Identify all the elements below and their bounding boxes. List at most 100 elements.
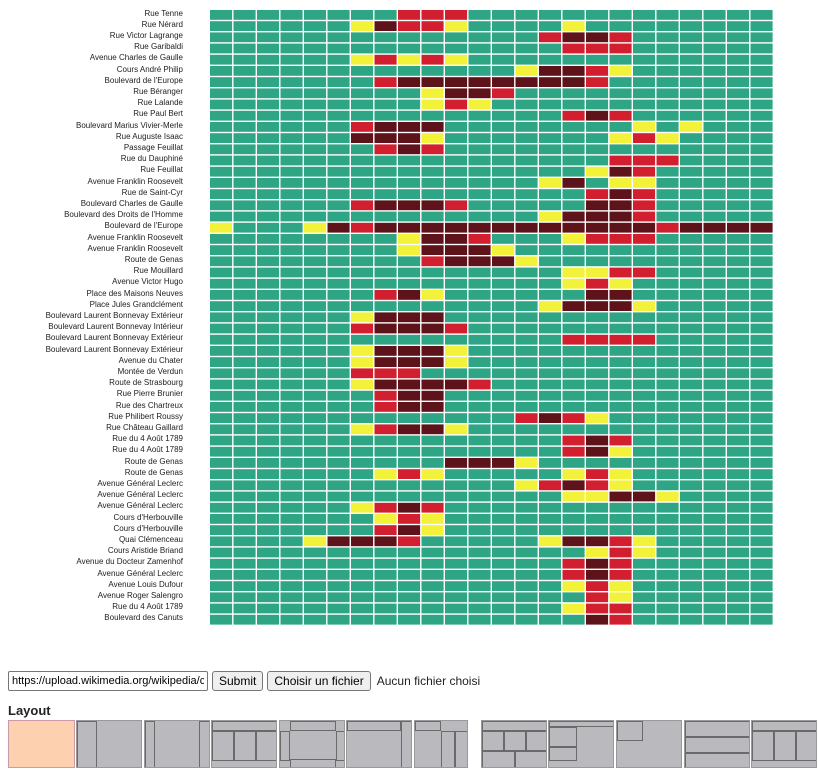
- heatmap-cell: [351, 122, 374, 132]
- heatmap-cell: [210, 10, 233, 20]
- heatmap-cell: [562, 413, 585, 423]
- heatmap-cell: [304, 536, 327, 547]
- heatmap-cell: [351, 189, 374, 199]
- heatmap-cell: [633, 122, 656, 132]
- choose-file-button[interactable]: Choisir un fichier: [267, 671, 371, 691]
- heatmap-cell: [633, 323, 656, 334]
- heatmap-cell: [727, 435, 750, 446]
- heatmap-cell: [280, 144, 303, 155]
- heatmap-cell: [398, 480, 421, 491]
- heatmap-cell: [539, 122, 562, 132]
- heatmap-cell: [257, 32, 280, 43]
- heatmap-cell: [351, 43, 374, 54]
- heatmap-cell: [680, 514, 703, 524]
- heatmap-cell: [468, 581, 491, 591]
- heatmap-cell: [680, 614, 703, 625]
- heatmap-cell: [468, 32, 491, 43]
- row-label: Rue de Saint-Cyr: [121, 187, 183, 197]
- heatmap-cell: [633, 166, 656, 177]
- heatmap-cell: [327, 525, 350, 535]
- heatmap-cell: [492, 122, 515, 132]
- layout-option-12[interactable]: [751, 720, 817, 768]
- heatmap-cell: [468, 234, 491, 244]
- heatmap-cell: [586, 357, 609, 367]
- heatmap-cell: [233, 323, 256, 334]
- heatmap-cell: [304, 390, 327, 401]
- heatmap-cell: [374, 458, 397, 468]
- heatmap-cell: [492, 200, 515, 211]
- heatmap-cell: [727, 77, 750, 87]
- heatmap-cell: [421, 21, 444, 31]
- heatmap-cell: [515, 267, 538, 278]
- heatmap-cell: [656, 122, 679, 132]
- heatmap-cell: [233, 222, 256, 233]
- heatmap-cell: [327, 290, 350, 300]
- heatmap-cell: [374, 278, 397, 289]
- heatmap-cell: [233, 458, 256, 468]
- heatmap-cell: [680, 390, 703, 401]
- heatmap-cell: [304, 581, 327, 591]
- heatmap-cell: [586, 88, 609, 99]
- heatmap-cell: [492, 379, 515, 390]
- heatmap-cell: [398, 525, 421, 535]
- layout-option-2[interactable]: [76, 720, 142, 768]
- heatmap-cell: [421, 122, 444, 132]
- heatmap-cell: [633, 77, 656, 87]
- layout-option-9[interactable]: [548, 720, 614, 768]
- heatmap-cell: [304, 222, 327, 233]
- layout-option-8[interactable]: [481, 720, 547, 768]
- heatmap-cell: [398, 502, 421, 513]
- row-label: Rue du Dauphiné: [120, 154, 183, 164]
- layout-option-4[interactable]: [211, 720, 277, 768]
- heatmap-cell: [727, 514, 750, 524]
- heatmap-cell: [351, 525, 374, 535]
- heatmap-cell: [633, 110, 656, 121]
- heatmap-cell: [656, 458, 679, 468]
- heatmap-cell: [586, 222, 609, 233]
- heatmap-cell: [562, 502, 585, 513]
- layout-option-3[interactable]: [144, 720, 210, 768]
- row-label: Rue Garibaldi: [134, 42, 183, 52]
- heatmap-cell: [210, 491, 233, 502]
- heatmap-cell: [257, 446, 280, 457]
- heatmap-cell: [280, 502, 303, 513]
- heatmap-cell: [586, 413, 609, 423]
- heatmap-cell: [374, 21, 397, 31]
- heatmap-cell: [445, 267, 468, 278]
- heatmap-cell: [351, 10, 374, 20]
- layout-option-11[interactable]: [684, 720, 750, 768]
- heatmap-cell: [680, 346, 703, 356]
- heatmap-cell: [680, 99, 703, 110]
- heatmap-cell: [609, 334, 632, 345]
- heatmap-cell: [515, 32, 538, 43]
- heatmap-cell: [656, 334, 679, 345]
- heatmap-cell: [398, 536, 421, 547]
- heatmap-cell: [445, 77, 468, 87]
- heatmap-cell: [233, 424, 256, 435]
- submit-button[interactable]: Submit: [212, 671, 264, 691]
- row-label: Boulevard Laurent Bonnevay Extérieur: [45, 310, 183, 320]
- layout-option-7[interactable]: [414, 720, 468, 768]
- heatmap-cell: [703, 88, 726, 99]
- heatmap-cell: [680, 32, 703, 43]
- heatmap-cell: [750, 267, 773, 278]
- layout-option-10[interactable]: [616, 720, 682, 768]
- heatmap-cell: [492, 245, 515, 255]
- heatmap-cell: [374, 558, 397, 569]
- layout-option-6[interactable]: [346, 720, 412, 768]
- heatmap-cell: [656, 200, 679, 211]
- heatmap-cell: [727, 357, 750, 367]
- layout-option-5[interactable]: [279, 720, 345, 768]
- heatmap-cell: [539, 312, 562, 323]
- heatmap-cell: [633, 536, 656, 547]
- url-input[interactable]: [8, 671, 208, 691]
- heatmap-cell: [374, 54, 397, 65]
- heatmap-cell: [727, 99, 750, 110]
- heatmap-cell: [327, 603, 350, 614]
- heatmap-cell: [351, 278, 374, 289]
- heatmap-cell: [656, 346, 679, 356]
- heatmap-cell: [492, 256, 515, 267]
- heatmap-cell: [727, 290, 750, 300]
- layout-option-1[interactable]: [8, 720, 75, 768]
- heatmap-cell: [515, 99, 538, 110]
